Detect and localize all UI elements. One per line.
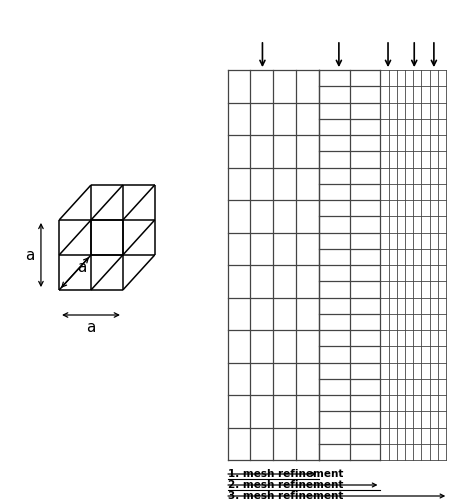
Text: a: a [77, 260, 86, 275]
Text: a: a [86, 320, 96, 335]
Text: 2. mesh refinement: 2. mesh refinement [228, 480, 343, 490]
Text: 1. mesh refinement: 1. mesh refinement [228, 469, 343, 479]
Text: 3. mesh refinement: 3. mesh refinement [228, 491, 343, 500]
Text: a: a [25, 248, 34, 262]
